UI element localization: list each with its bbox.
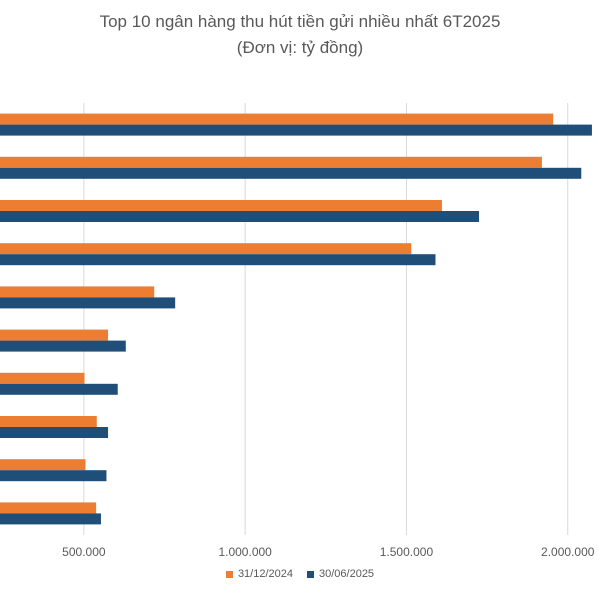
legend: 31/12/2024 30/06/2025: [0, 568, 600, 580]
legend-item-series-1: 31/12/2024: [225, 568, 293, 580]
bar-series-2-row-2: [0, 167, 582, 179]
x-tick-label: 1.500.000: [380, 545, 434, 559]
legend-swatch-series-1: [225, 570, 233, 578]
chart-title: Top 10 ngân hàng thu hút tiền gửi nhiều …: [99, 12, 501, 31]
bar-series-1-row-5: [0, 286, 155, 298]
chart-subtitle: (Đơn vị: tỷ đồng): [236, 38, 364, 57]
bar-series-1-row-9: [0, 459, 86, 471]
bar-series-2-row-6: [0, 340, 126, 352]
legend-item-series-2: 30/06/2025: [307, 568, 374, 580]
bar-series-2-row-1: [0, 124, 592, 136]
bar-series-2-row-9: [0, 470, 107, 482]
bar-series-1-row-8: [0, 416, 97, 427]
bar-series-1-row-4: [0, 243, 412, 255]
x-tick-label: 2.000.000: [541, 545, 595, 559]
bar-series-1-row-10: [0, 502, 97, 514]
bar-series-1-row-6: [0, 329, 109, 341]
bar-series-2-row-8: [0, 427, 109, 438]
bar-series-2-row-3: [0, 211, 480, 222]
bar-series-2-row-5: [0, 297, 176, 309]
bar-series-1-row-3: [0, 200, 442, 211]
bar-series-2-row-4: [0, 254, 436, 266]
legend-label-series-1: 31/12/2024: [237, 568, 293, 580]
bar-series-2-row-7: [0, 383, 118, 395]
legend-swatch-series-2: [307, 570, 314, 578]
bar-series-2-row-10: [0, 513, 101, 525]
x-tick-label: 1.000.000: [218, 545, 272, 559]
bar-series-1-row-1: [0, 113, 554, 125]
bar-series-1-row-2: [0, 156, 542, 168]
legend-label-series-2: 30/06/2025: [319, 568, 375, 580]
x-tick-label: 500.000: [62, 545, 106, 559]
bar-series-1-row-7: [0, 372, 85, 384]
